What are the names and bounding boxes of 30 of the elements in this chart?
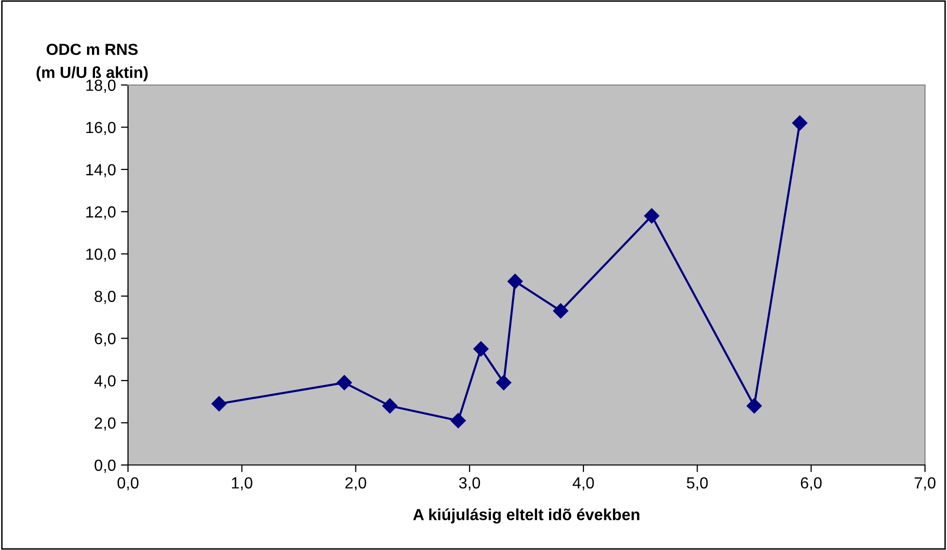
y-tick-label: 6,0	[94, 332, 116, 346]
point	[553, 303, 568, 318]
point	[382, 398, 398, 414]
point	[212, 396, 227, 412]
point	[746, 398, 762, 414]
point	[644, 208, 660, 224]
x-tick-label: 2,0	[345, 477, 366, 490]
y-tick-label: 2,0	[94, 417, 116, 431]
point	[496, 375, 512, 390]
y-tick-label: 16,0	[86, 122, 116, 136]
x-tick-label: 5,0	[686, 477, 708, 490]
y-tick-label: 14,0	[86, 164, 116, 178]
point	[792, 115, 808, 131]
point	[336, 375, 352, 390]
y-tick-label: 10,0	[86, 248, 116, 262]
x-tick-label: 0,0	[118, 477, 138, 490]
x-tick-label: 4,0	[572, 477, 594, 490]
x-tick-label: 3,0	[459, 477, 480, 490]
x-tick-label: 7,0	[914, 477, 936, 490]
y-tick-label: 4,0	[94, 375, 116, 388]
point	[450, 413, 466, 428]
x-tick-label: 6,0	[800, 477, 822, 490]
y-tick-label: 12,0	[86, 206, 116, 220]
point	[508, 274, 523, 289]
y-tick-label: 0,0	[94, 460, 116, 473]
y-tick-label: 18,0	[86, 80, 116, 93]
x-tick-label: 1,0	[232, 477, 252, 490]
y-tick-label: 8,0	[94, 290, 116, 304]
point	[473, 341, 489, 356]
x-axis-title: A kiújulásig eltelt idõ években	[413, 508, 640, 524]
